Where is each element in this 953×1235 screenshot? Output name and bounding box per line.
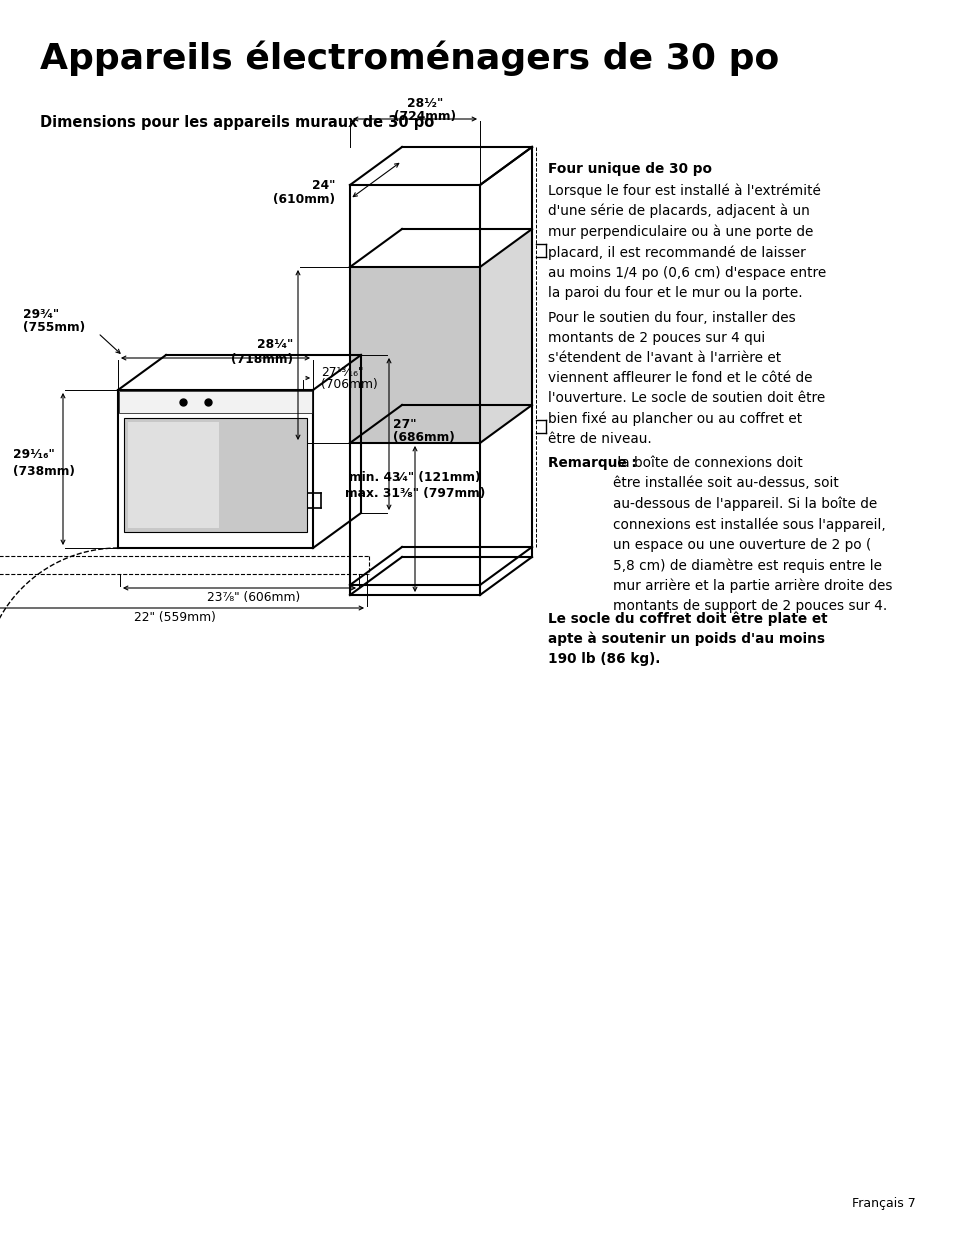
Text: 27": 27" [393,417,416,431]
Text: (724mm): (724mm) [394,110,456,124]
Text: 29³⁄₄": 29³⁄₄" [23,308,59,321]
Text: Pour le soutien du four, installer des
montants de 2 pouces sur 4 qui
s'étendent: Pour le soutien du four, installer des m… [547,311,824,446]
Text: Four unique de 30 po: Four unique de 30 po [547,162,711,177]
Text: (738mm): (738mm) [13,464,74,478]
Text: 29¹⁄₁₆": 29¹⁄₁₆" [13,447,54,461]
Text: Appareils électroménagers de 30 po: Appareils électroménagers de 30 po [40,40,779,75]
Bar [119,391,312,412]
Bar [124,417,307,532]
Text: (686mm): (686mm) [393,431,455,445]
Text: 28¹⁄₂": 28¹⁄₂" [406,98,442,110]
Text: 22" (559mm): 22" (559mm) [134,611,215,624]
Text: 27¹³⁄₁₆": 27¹³⁄₁₆" [320,366,363,379]
Polygon shape [479,228,532,443]
Text: (706mm): (706mm) [320,378,377,391]
Text: Le socle du coffret doit être plate et
apte à soutenir un poids d'au moins
190 l: Le socle du coffret doit être plate et a… [547,611,827,667]
Text: max. 31³⁄₈" (797mm): max. 31³⁄₈" (797mm) [345,487,485,500]
Text: (718mm): (718mm) [231,353,293,367]
Text: min. 43⁄₄" (121mm): min. 43⁄₄" (121mm) [349,471,480,484]
Text: (610mm): (610mm) [273,193,335,206]
Text: Lorsque le four est installé à l'extrémité
d'une série de placards, adjacent à u: Lorsque le four est installé à l'extrémi… [547,183,825,300]
Bar [128,422,219,529]
Text: 24": 24" [312,179,335,191]
Bar [351,268,478,442]
Text: Dimensions pour les appareils muraux de 30 po: Dimensions pour les appareils muraux de … [40,115,434,130]
Text: la boîte de connexions doit
être installée soit au-dessus, soit
au-dessous de l': la boîte de connexions doit être install… [613,456,892,614]
Text: 23⁷⁄₈" (606mm): 23⁷⁄₈" (606mm) [207,592,300,604]
Text: Français 7: Français 7 [851,1197,915,1210]
Text: 28¹⁄₄": 28¹⁄₄" [256,338,293,352]
Text: Remarque :: Remarque : [547,456,636,471]
Text: (755mm): (755mm) [23,321,85,333]
